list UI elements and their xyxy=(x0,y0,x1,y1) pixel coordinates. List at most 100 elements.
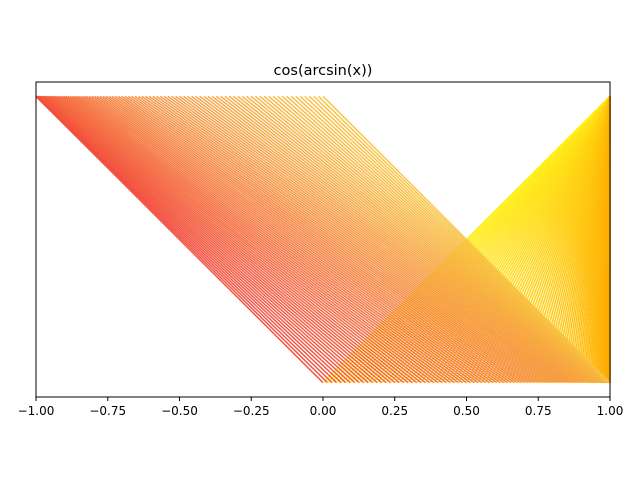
segment-left-42 xyxy=(96,95,501,384)
segment-left-54 xyxy=(134,95,541,384)
segment-left-79 xyxy=(232,95,597,384)
segment-left-6 xyxy=(36,95,351,384)
segment-left-57 xyxy=(145,95,550,384)
segment-left-10 xyxy=(39,95,369,384)
segment-left-80 xyxy=(237,95,598,384)
segment-left-81 xyxy=(241,95,599,384)
segment-left-17 xyxy=(45,95,400,384)
segment-left-8 xyxy=(37,95,360,384)
segment-left-53 xyxy=(131,95,538,384)
segment-left-16 xyxy=(44,95,396,384)
plot-segments xyxy=(35,95,611,384)
segment-left-56 xyxy=(141,95,547,384)
segment-left-62 xyxy=(163,95,563,384)
x-tick-label-4: 0.00 xyxy=(310,404,337,418)
segment-left-68 xyxy=(187,95,577,384)
segment-left-69 xyxy=(191,95,579,384)
segment-left-38 xyxy=(86,95,487,384)
chart-title: cos(arcsin(x)) xyxy=(274,63,373,79)
segment-left-99 xyxy=(322,95,611,384)
segment-left-32 xyxy=(71,95,463,384)
x-tick-label-3: −0.25 xyxy=(233,404,270,418)
segment-left-27 xyxy=(61,95,443,384)
segment-left-58 xyxy=(148,95,552,384)
segment-left-74 xyxy=(211,95,589,384)
segment-left-72 xyxy=(203,95,585,384)
segment-left-18 xyxy=(47,95,405,384)
segment-left-66 xyxy=(179,95,572,384)
segment-left-33 xyxy=(74,95,467,384)
segment-left-7 xyxy=(37,95,356,384)
segment-left-21 xyxy=(51,95,418,384)
segment-left-24 xyxy=(56,95,431,384)
segment-left-45 xyxy=(105,95,512,384)
segment-left-11 xyxy=(39,95,374,384)
x-tick-label-2: −0.50 xyxy=(161,404,198,418)
segment-left-13 xyxy=(41,95,383,384)
segment-left-48 xyxy=(114,95,522,384)
segment-left-82 xyxy=(246,95,601,384)
segment-left-30 xyxy=(67,95,455,384)
segment-left-59 xyxy=(152,95,555,384)
x-tick-label-7: 0.75 xyxy=(525,404,552,418)
segment-left-34 xyxy=(76,95,471,384)
segment-left-40 xyxy=(91,95,494,384)
x-tick-label-0: −1.00 xyxy=(18,404,55,418)
segment-left-89 xyxy=(277,95,607,384)
segment-left-35 xyxy=(78,95,475,384)
segment-left-46 xyxy=(108,95,515,384)
segment-left-83 xyxy=(250,95,602,384)
segment-left-28 xyxy=(63,95,447,384)
segment-left-73 xyxy=(207,95,587,384)
segment-left-44 xyxy=(102,95,508,384)
segment-left-9 xyxy=(38,95,365,384)
segment-left-60 xyxy=(156,95,558,384)
segment-left-26 xyxy=(59,95,439,384)
x-axis: −1.00 −0.75 −0.50 −0.25 0.00 0.25 0.50 0.75 1.00 xyxy=(18,397,623,418)
segment-left-67 xyxy=(183,95,575,384)
segment-left-55 xyxy=(138,95,544,384)
segment-left-20 xyxy=(49,95,414,384)
segment-left-37 xyxy=(83,95,483,384)
segment-left-63 xyxy=(167,95,565,384)
segment-left-70 xyxy=(195,95,581,384)
segment-left-77 xyxy=(224,95,594,384)
segment-left-87 xyxy=(268,95,606,384)
segment-left-64 xyxy=(171,95,568,384)
segment-left-14 xyxy=(42,95,387,384)
segment-left-23 xyxy=(54,95,426,384)
segment-left-50 xyxy=(121,95,528,384)
segment-left-43 xyxy=(99,95,505,384)
segment-left-49 xyxy=(118,95,525,384)
segment-left-90 xyxy=(281,95,608,384)
segment-left-65 xyxy=(175,95,570,384)
segment-left-61 xyxy=(159,95,560,384)
segment-left-91 xyxy=(286,95,609,384)
segment-left-15 xyxy=(43,95,392,384)
segment-left-22 xyxy=(52,95,422,384)
segment-left-47 xyxy=(111,95,519,384)
segment-left-85 xyxy=(259,95,604,384)
segment-left-29 xyxy=(65,95,451,384)
x-tick-label-6: 0.50 xyxy=(453,404,480,418)
segment-left-52 xyxy=(127,95,535,384)
segment-left-41 xyxy=(94,95,498,384)
segment-left-92 xyxy=(290,95,609,384)
segment-left-86 xyxy=(263,95,605,384)
segment-left-51 xyxy=(124,95,532,384)
segment-left-88 xyxy=(272,95,607,384)
segment-left-12 xyxy=(40,95,378,384)
segment-left-19 xyxy=(48,95,409,384)
segment-left-75 xyxy=(215,95,590,384)
segment-left-71 xyxy=(199,95,583,384)
x-tick-label-5: 0.25 xyxy=(381,404,408,418)
segment-left-76 xyxy=(220,95,592,384)
x-tick-label-1: −0.75 xyxy=(89,404,126,418)
segment-left-31 xyxy=(69,95,459,384)
segment-left-84 xyxy=(254,95,603,384)
segment-left-36 xyxy=(81,95,479,384)
segment-left-78 xyxy=(228,95,595,384)
segment-left-25 xyxy=(57,95,435,384)
segment-left-39 xyxy=(88,95,490,384)
